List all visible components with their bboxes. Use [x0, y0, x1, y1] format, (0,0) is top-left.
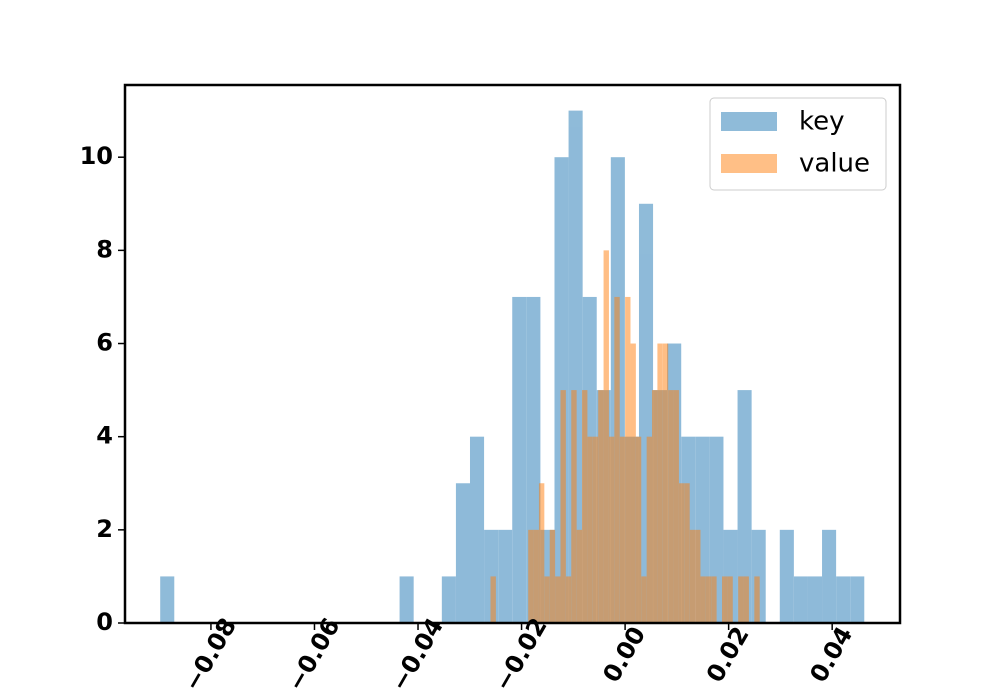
histogram-bar — [555, 576, 561, 623]
histogram-bar — [544, 576, 550, 623]
histogram-bar — [727, 576, 733, 623]
x-tick-label: 0.00 — [597, 622, 651, 687]
histogram-bar — [619, 436, 626, 623]
histogram-bar — [399, 576, 414, 623]
histogram-bar — [646, 436, 653, 623]
histogram-series — [490, 250, 760, 623]
histogram-bar — [528, 529, 534, 623]
histogram-bar — [441, 576, 456, 623]
histogram-bar — [652, 390, 658, 623]
y-tick-label: 2 — [96, 515, 113, 543]
y-tick-label: 0 — [96, 608, 113, 636]
histogram-bar — [793, 576, 808, 623]
histogram-bar — [608, 436, 615, 623]
histogram-bar — [592, 436, 599, 623]
legend-swatch — [721, 112, 777, 131]
legend-swatch — [721, 154, 777, 173]
plot-frame — [123, 83, 902, 625]
histogram-bar — [743, 576, 749, 623]
histogram-bar — [565, 576, 572, 623]
y-tick-label: 8 — [96, 235, 113, 263]
histogram-bar — [657, 343, 663, 623]
histogram-bar — [836, 576, 851, 623]
histogram-bar — [614, 296, 620, 623]
histogram-bar — [549, 529, 556, 623]
histogram-bar — [822, 529, 837, 623]
histogram-bar — [662, 343, 669, 623]
histogram-bar — [695, 529, 701, 623]
histogram-bar — [160, 576, 175, 623]
histogram-bar — [512, 296, 527, 623]
histogram-bar — [700, 576, 706, 623]
y-tick-label: 4 — [96, 422, 113, 450]
histogram-bar — [560, 390, 566, 623]
histogram-bar — [538, 483, 545, 623]
histogram-bar — [738, 576, 744, 623]
histogram-bar — [635, 436, 642, 623]
histogram-bar — [807, 576, 823, 623]
histogram-bar — [711, 576, 717, 623]
histogram-bar — [490, 576, 496, 623]
histogram-bar — [582, 390, 588, 623]
histogram-bar — [587, 436, 593, 623]
x-tick-label: −0.02 — [489, 613, 553, 696]
histogram-bar — [498, 529, 513, 623]
x-tick-label: 0.02 — [701, 622, 755, 687]
x-tick-label: −0.06 — [282, 613, 346, 696]
histogram-bar — [668, 390, 674, 623]
histogram-bar — [598, 390, 604, 623]
histogram-bar — [571, 390, 577, 623]
histogram-bar — [455, 483, 470, 623]
histogram-bar — [603, 250, 609, 623]
histogram-bar — [673, 390, 679, 623]
histogram-bar — [722, 576, 728, 623]
histogram-bar — [678, 483, 685, 623]
histogram-bar — [705, 576, 712, 623]
histogram-bar — [576, 529, 583, 623]
legend-label: key — [799, 107, 845, 137]
y-tick-label: 6 — [96, 329, 113, 357]
histogram-bar — [533, 529, 539, 623]
histogram-bar — [737, 390, 752, 623]
histogram-bar — [684, 483, 690, 623]
histogram-bar — [625, 296, 631, 623]
x-tick-label: −0.04 — [385, 613, 449, 696]
histogram-bar — [689, 529, 696, 623]
x-tick-label: 0.04 — [804, 622, 858, 687]
histogram-bar — [779, 529, 794, 623]
legend-label: value — [799, 149, 870, 179]
histogram-bar — [630, 343, 636, 623]
histogram-bar — [641, 576, 647, 623]
histogram-bar — [754, 576, 760, 623]
histogram-bar — [850, 576, 865, 623]
histogram-bar — [469, 436, 485, 623]
x-tick-label: −0.08 — [178, 613, 242, 696]
y-tick-label: 10 — [80, 142, 113, 170]
